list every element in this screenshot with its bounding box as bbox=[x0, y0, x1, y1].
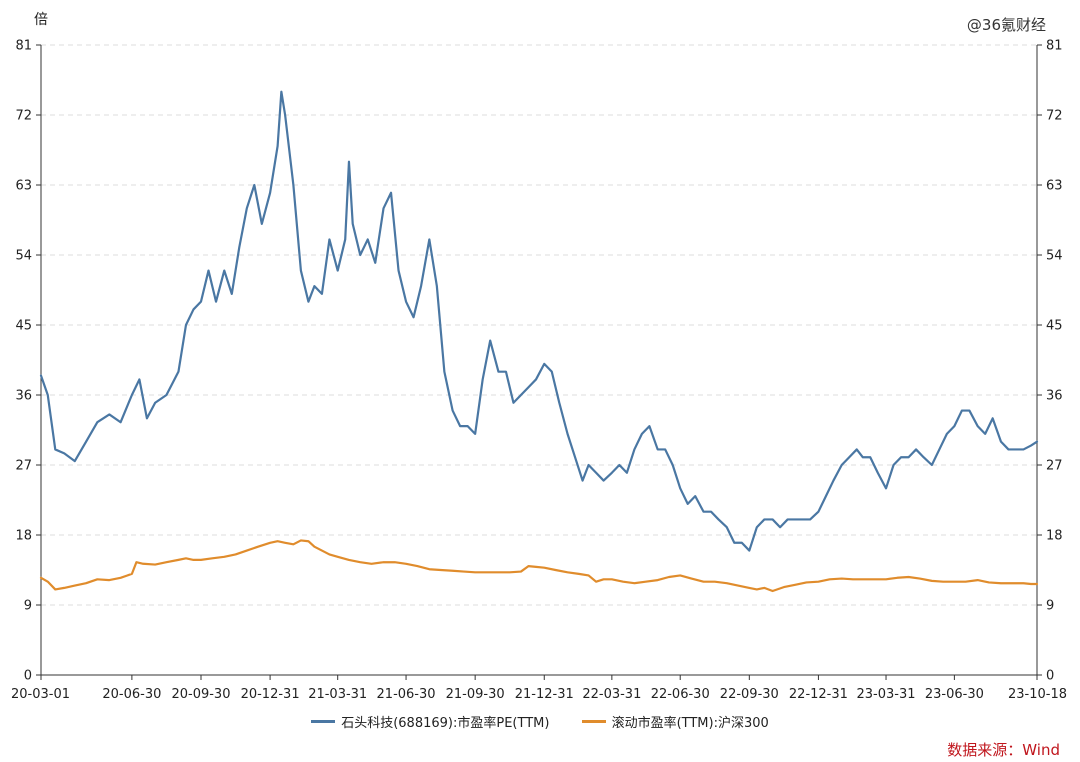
x-axis-ticks: 20-03-01 20-06-30 20-09-30 20-12-31 21-03-31… bbox=[11, 675, 1067, 700]
x-tick-label: 20-03-01 bbox=[11, 687, 70, 700]
y-tick-label-left: 18 bbox=[15, 529, 32, 544]
y-tick-label-right: 9 bbox=[1046, 599, 1054, 614]
y-tick-label-right: 63 bbox=[1046, 179, 1063, 194]
y-tick-label-left: 54 bbox=[15, 249, 32, 264]
x-tick-label: 22-03-31 bbox=[582, 687, 641, 700]
pe-ratio-line-chart: 0 9 18 27 36 45 54 63 72 81 0 9 18 27 36 45 54 63 72 81 20… bbox=[11, 12, 1067, 700]
y-tick-label-right: 36 bbox=[1046, 389, 1063, 404]
y-tick-label-right: 72 bbox=[1046, 109, 1063, 124]
legend-label-stone-tech: 石头科技(688169):市盈率PE(TTM) bbox=[341, 716, 550, 731]
x-tick-label: 20-09-30 bbox=[171, 687, 230, 700]
y-tick-label-right: 18 bbox=[1046, 529, 1063, 544]
y-tick-label-left: 45 bbox=[15, 319, 32, 334]
legend-item-stone-tech: 石头科技(688169):市盈率PE(TTM) bbox=[311, 712, 549, 731]
y-tick-label-right: 45 bbox=[1046, 319, 1063, 334]
y-tick-label-right: 27 bbox=[1046, 459, 1063, 474]
x-tick-label: 23-03-31 bbox=[857, 687, 916, 700]
y-tick-label-right: 81 bbox=[1046, 39, 1063, 54]
y-axis-right-ticks: 0 9 18 27 36 45 54 63 72 81 bbox=[1037, 39, 1063, 684]
grid-lines bbox=[41, 44, 1037, 606]
y-tick-label-left: 9 bbox=[24, 599, 32, 614]
x-tick-label: 22-12-31 bbox=[789, 687, 848, 700]
watermark-text: @36氪财经 bbox=[966, 16, 1046, 34]
legend-label-csi300: 滚动市盈率(TTM):沪深300 bbox=[611, 716, 769, 731]
x-tick-label: 21-12-31 bbox=[515, 687, 574, 700]
y-tick-label-left: 81 bbox=[15, 39, 32, 54]
y-tick-label-left: 27 bbox=[15, 459, 32, 474]
x-tick-label: 22-06-30 bbox=[651, 687, 710, 700]
x-tick-label: 21-09-30 bbox=[446, 687, 505, 700]
legend-item-csi300: 滚动市盈率(TTM):沪深300 bbox=[581, 712, 769, 731]
x-tick-label: 21-03-31 bbox=[308, 687, 367, 700]
y-tick-label-left: 0 bbox=[24, 669, 32, 684]
y-axis-left-ticks: 0 9 18 27 36 45 54 63 72 81 bbox=[15, 39, 41, 684]
x-tick-label: 21-06-30 bbox=[377, 687, 436, 700]
chart-legend: 石头科技(688169):市盈率PE(TTM) 滚动市盈率(TTM):沪深300 bbox=[0, 712, 1080, 731]
series-line-stone-tech-pe bbox=[39, 90, 1039, 552]
x-tick-label: 23-10-18 bbox=[1008, 687, 1067, 700]
y-tick-label-right: 0 bbox=[1046, 669, 1054, 684]
y-tick-label-right: 54 bbox=[1046, 249, 1063, 264]
data-source-note: 数据来源：Wind bbox=[947, 741, 1060, 759]
series-line-csi300-pe bbox=[39, 539, 1039, 593]
x-tick-label: 20-06-30 bbox=[102, 687, 161, 700]
x-tick-label: 23-06-30 bbox=[925, 687, 984, 700]
y-tick-label-left: 72 bbox=[15, 109, 32, 124]
legend-swatch-stone-tech bbox=[311, 720, 336, 723]
legend-swatch-csi300 bbox=[581, 720, 606, 723]
x-tick-label: 20-12-31 bbox=[241, 687, 300, 700]
series-lines bbox=[39, 90, 1039, 593]
axes bbox=[40, 45, 1038, 676]
y-tick-label-left: 63 bbox=[15, 179, 32, 194]
y-tick-label-left: 36 bbox=[15, 389, 32, 404]
x-tick-label: 22-09-30 bbox=[720, 687, 779, 700]
y-axis-unit-label: 倍 bbox=[34, 12, 48, 28]
